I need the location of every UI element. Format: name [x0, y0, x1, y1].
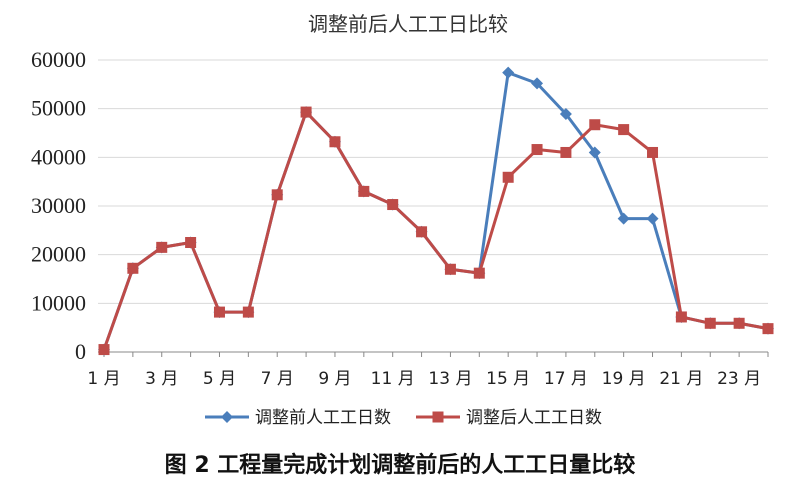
- data-point: [444, 263, 456, 275]
- data-point: [127, 262, 139, 274]
- data-point: [647, 146, 659, 158]
- data-point: [531, 77, 544, 90]
- x-tick-label: 3 月: [145, 369, 178, 389]
- data-point: [473, 267, 485, 279]
- x-tick-label: 7 月: [261, 369, 294, 389]
- data-point: [387, 199, 399, 211]
- data-point: [589, 119, 601, 131]
- data-point: [358, 185, 370, 197]
- data-point: [646, 212, 659, 225]
- data-point: [559, 108, 572, 121]
- data-point: [156, 241, 168, 253]
- x-tick-label: 5 月: [203, 369, 236, 389]
- x-axis-ticks: 1 月 3 月 5 月 7 月 9 月 11 月 13 月 15 月 17 月 19 月 21 月 2…: [87, 352, 769, 389]
- data-point: [531, 144, 543, 156]
- data-point: [213, 306, 225, 318]
- y-axis-ticks: 0 10000 20000 30000 40000 50000 60000: [31, 47, 86, 364]
- x-tick-label: 21 月: [659, 369, 703, 389]
- x-tick-label: 9 月: [318, 369, 351, 389]
- chart-title: 调整前后人工工日比较: [308, 12, 508, 36]
- data-point: [416, 226, 428, 238]
- legend-marker: [221, 411, 233, 423]
- y-tick-label: 60000: [31, 47, 86, 72]
- y-tick-label: 10000: [31, 290, 86, 315]
- x-tick-label: 15 月: [486, 369, 530, 389]
- y-tick-label: 20000: [31, 242, 86, 267]
- data-point: [560, 146, 572, 158]
- data-point: [502, 171, 514, 183]
- gridlines: [98, 59, 768, 353]
- y-tick-label: 40000: [31, 144, 86, 169]
- y-tick-label: 0: [75, 339, 86, 364]
- x-tick-label: 17 月: [544, 369, 588, 389]
- figure-caption: 图 2 工程量完成计划调整前后的人工工日量比较: [165, 452, 636, 478]
- x-tick-label: 23 月: [717, 369, 761, 389]
- legend-entry: 调整前人工工日数: [205, 408, 391, 428]
- data-point: [271, 189, 283, 201]
- data-point: [617, 212, 630, 225]
- data-point: [300, 106, 312, 118]
- series-line: [102, 110, 769, 351]
- data-point: [502, 66, 515, 79]
- x-tick-label: 13 月: [428, 369, 472, 389]
- y-tick-label: 30000: [31, 193, 86, 218]
- legend-label: 调整前人工工日数: [255, 408, 391, 428]
- series-line: [102, 71, 769, 351]
- x-tick-label: 19 月: [602, 369, 646, 389]
- data-point: [588, 146, 601, 159]
- data-point: [329, 136, 341, 148]
- data-point: [762, 323, 774, 335]
- x-tick-label: 1 月: [87, 369, 120, 389]
- y-tick-label: 50000: [31, 96, 86, 121]
- legend-label: 调整后人工工日数: [466, 408, 602, 428]
- legend-marker: [432, 411, 444, 423]
- data-point: [242, 306, 254, 318]
- data-point: [185, 237, 197, 248]
- series-layer: [98, 66, 774, 356]
- data-point: [675, 311, 687, 323]
- data-point: [618, 124, 630, 136]
- series-2: [98, 106, 774, 356]
- legend: 调整前人工工日数 调整后人工工日数: [205, 408, 602, 428]
- x-tick-label: 11 月: [371, 369, 415, 389]
- data-point: [704, 317, 716, 329]
- legend-entry: 调整后人工工日数: [416, 408, 602, 428]
- data-point: [98, 344, 110, 356]
- series-1: [98, 66, 774, 356]
- data-point: [733, 317, 745, 329]
